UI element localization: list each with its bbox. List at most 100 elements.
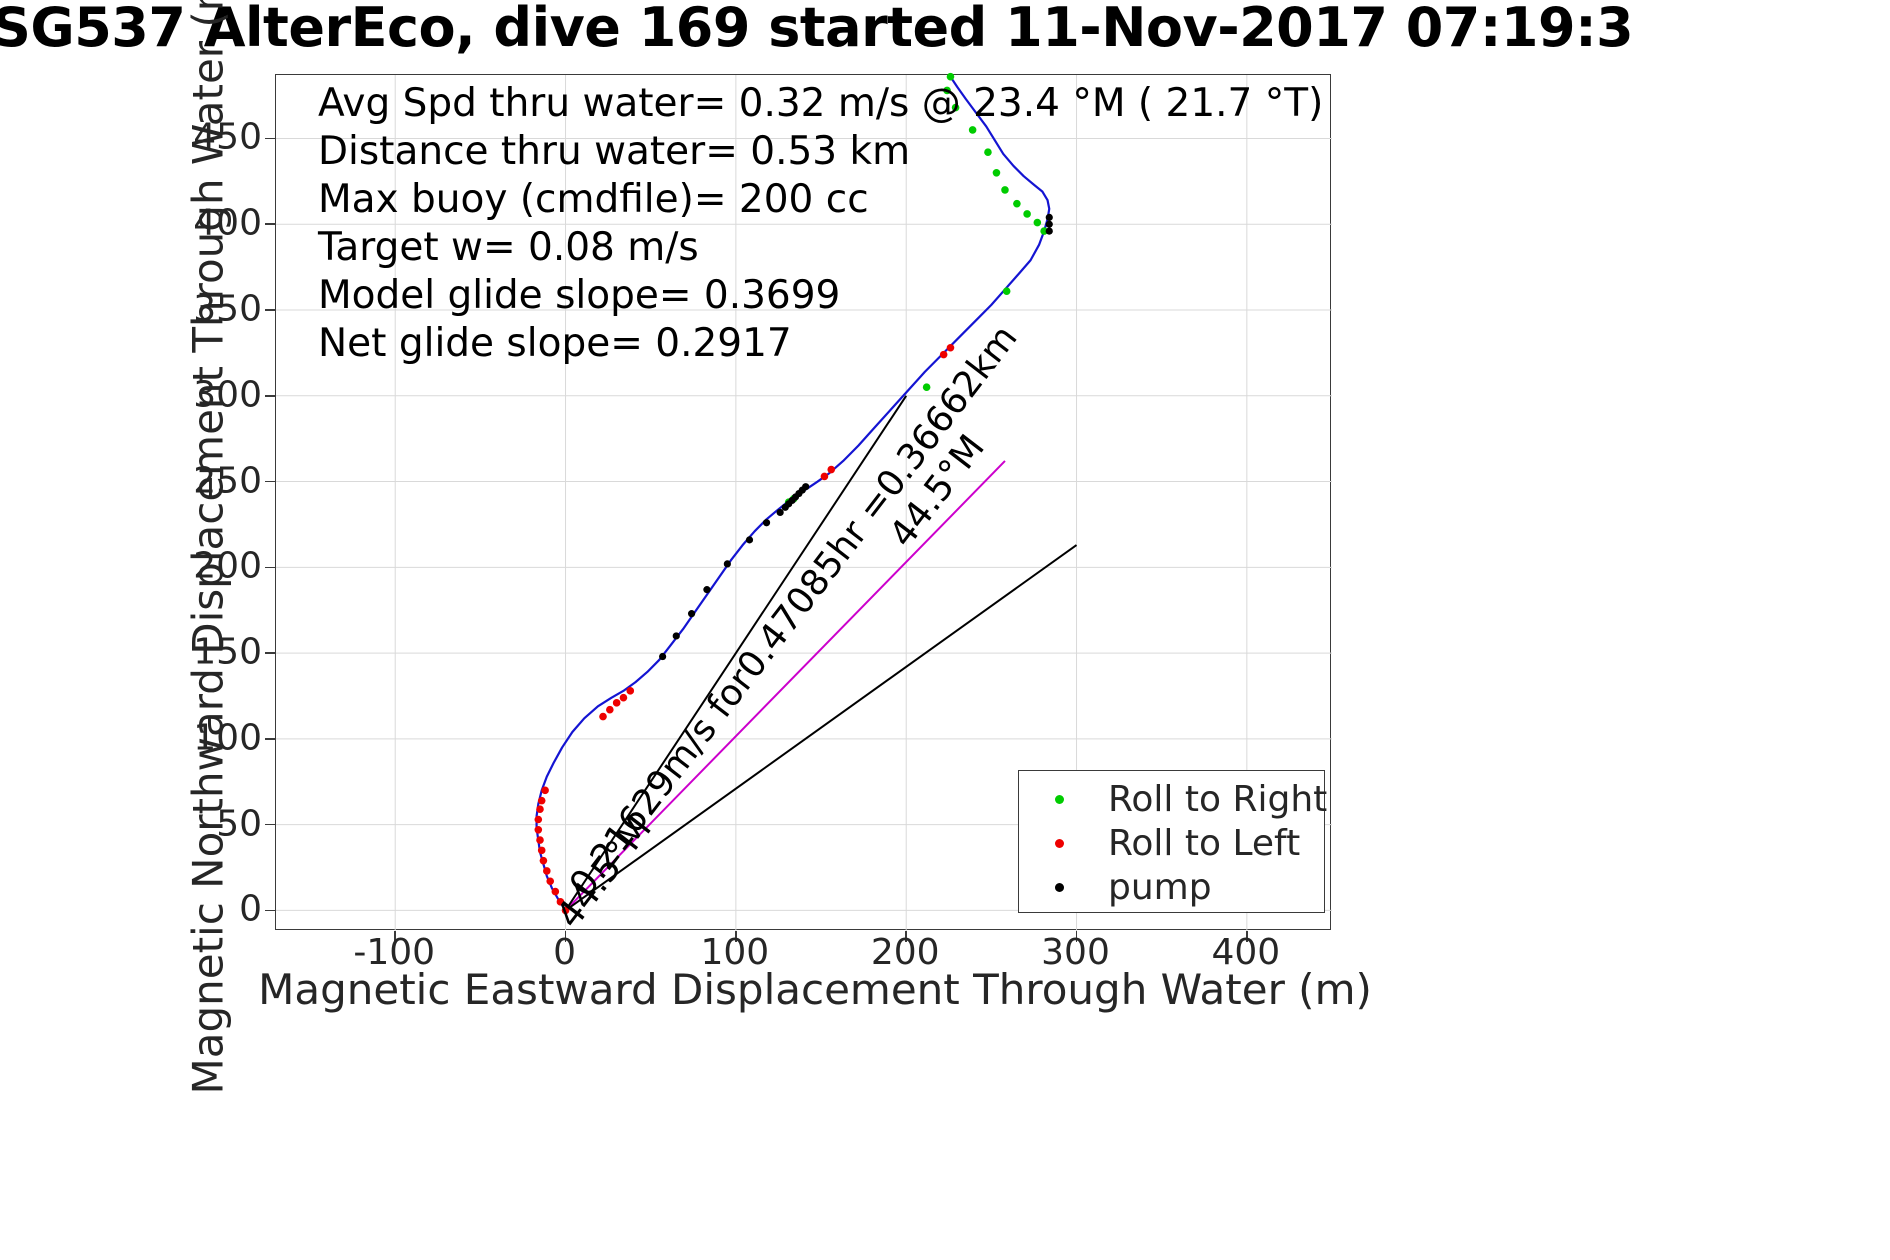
data-marker — [551, 887, 560, 896]
y-tick — [265, 823, 276, 826]
data-marker — [992, 168, 1001, 177]
data-marker — [939, 350, 948, 359]
y-tick — [265, 137, 276, 140]
y-tick — [265, 309, 276, 311]
data-marker — [539, 856, 548, 865]
legend-marker-icon — [1055, 838, 1064, 848]
series-line — [564, 395, 908, 911]
data-marker — [543, 867, 551, 875]
data-marker — [687, 610, 696, 618]
legend-label: Roll to Right — [1108, 778, 1328, 820]
data-marker — [776, 508, 784, 517]
data-marker — [536, 836, 544, 844]
x-tick-label: 400 — [1211, 932, 1281, 973]
data-marker — [612, 699, 621, 707]
data-marker — [561, 906, 570, 915]
data-marker — [745, 536, 754, 544]
x-tick-label: 300 — [1041, 932, 1110, 973]
annotation-line-3: Max buoy (cmdfile)= 200 cc — [318, 177, 869, 222]
y-tick — [265, 223, 276, 226]
data-marker — [546, 877, 555, 886]
y-tick-label: 350 — [193, 288, 262, 330]
y-tick-label: 100 — [193, 717, 262, 759]
data-layer — [534, 72, 1078, 915]
data-marker — [951, 103, 960, 112]
series-line — [564, 544, 1078, 912]
data-marker — [1045, 213, 1053, 221]
y-tick — [265, 909, 276, 912]
legend-label: pump — [1108, 866, 1212, 908]
data-marker — [827, 465, 836, 474]
legend-label: Roll to Left — [1108, 822, 1301, 864]
x-tick — [394, 931, 397, 942]
y-tick — [265, 566, 276, 569]
y-tick-label: 0 — [239, 888, 262, 930]
data-marker — [922, 383, 931, 392]
y-tick-label: 250 — [193, 460, 262, 502]
y-tick — [265, 738, 276, 740]
y-tick-label: 450 — [193, 116, 262, 158]
data-marker — [606, 705, 614, 714]
data-marker — [943, 86, 951, 95]
y-tick-label: 400 — [193, 202, 262, 244]
y-tick-label: 150 — [193, 631, 262, 673]
data-marker — [762, 519, 771, 527]
legend-item-2[interactable]: pump — [1019, 865, 1324, 909]
data-marker — [1033, 218, 1042, 227]
data-marker — [599, 712, 607, 721]
y-tick — [265, 652, 276, 654]
y-tick-label: 300 — [193, 374, 262, 416]
data-marker — [672, 632, 680, 640]
annotation-line-1: Avg Spd thru water= 0.32 m/s @ 23.4 °M (… — [318, 81, 1324, 126]
data-marker — [820, 472, 829, 481]
annotation-line-5: Model glide slope= 0.3699 — [318, 273, 841, 318]
legend: Roll to Right Roll to Left pump — [1018, 770, 1328, 913]
x-tick — [1246, 931, 1248, 942]
y-tick — [265, 394, 276, 397]
data-marker — [626, 687, 635, 695]
data-marker — [723, 560, 731, 568]
data-marker — [984, 148, 992, 156]
legend-item-0[interactable]: Roll to Right — [1019, 777, 1328, 821]
data-marker — [1001, 186, 1009, 194]
legend-marker-icon — [1055, 794, 1064, 804]
page-title: SG537 AlterEco, dive 169 started 11-Nov-… — [0, 0, 1634, 58]
y-tick-label: 200 — [193, 545, 262, 587]
annotation-line-6: Net glide slope= 0.2917 — [318, 321, 792, 366]
data-marker — [946, 343, 955, 352]
data-marker — [534, 815, 543, 824]
data-marker — [659, 652, 667, 661]
data-marker — [537, 796, 546, 805]
x-tick — [905, 931, 907, 942]
annotation-line-2: Distance thru water= 0.53 km — [318, 129, 911, 174]
data-marker — [946, 72, 955, 81]
data-marker — [537, 846, 546, 855]
x-axis-label: Magnetic Eastward Displacement Through W… — [258, 965, 1372, 1014]
data-marker — [802, 483, 810, 491]
data-marker — [1002, 287, 1011, 295]
stats-annotation: Avg Spd thru water= 0.32 m/s @ 23.4 °M (… — [318, 80, 1323, 368]
x-tick-label: 100 — [700, 932, 770, 973]
data-marker — [534, 825, 543, 834]
y-tick — [265, 480, 276, 483]
y-tick-label: 50 — [216, 803, 262, 845]
x-tick-label: 200 — [870, 932, 940, 973]
x-tick-label: 0 — [553, 932, 576, 973]
x-tick-label: -100 — [353, 932, 436, 973]
data-marker — [1040, 227, 1048, 235]
x-tick — [735, 931, 737, 942]
data-marker — [536, 805, 544, 813]
data-marker — [1023, 210, 1031, 218]
annotation-line-4: Target w= 0.08 m/s — [318, 225, 699, 270]
data-marker — [619, 693, 628, 702]
data-marker — [541, 786, 549, 795]
data-marker — [1045, 220, 1053, 228]
legend-item-1[interactable]: Roll to Left — [1019, 821, 1324, 865]
x-tick — [564, 931, 567, 942]
data-marker — [1045, 227, 1053, 235]
data-marker — [703, 586, 711, 594]
data-marker — [1013, 199, 1021, 208]
data-marker — [968, 126, 977, 134]
x-tick — [1075, 931, 1078, 942]
data-marker — [556, 898, 565, 906]
